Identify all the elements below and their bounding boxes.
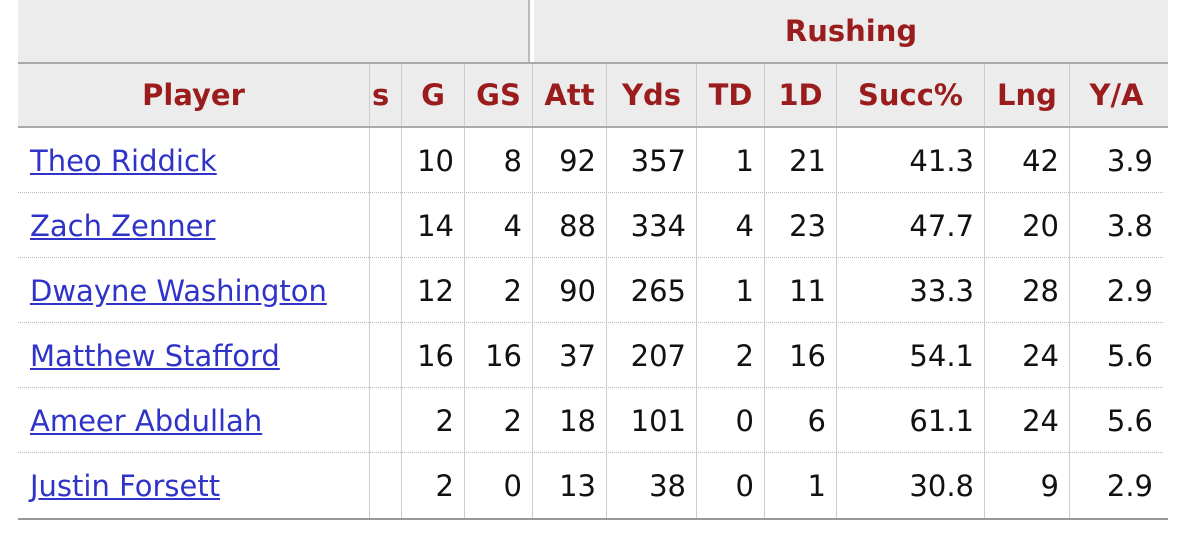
stat-cell: 24	[985, 388, 1070, 453]
column-header: 1D	[765, 64, 837, 126]
stat-cell: 2	[402, 453, 465, 518]
stat-cell: 10	[402, 128, 465, 193]
stat-cell: 3.9	[1106, 143, 1153, 178]
stat-cell: 37	[533, 323, 607, 388]
empty-cell	[370, 258, 402, 323]
stat-cell: 16	[465, 323, 533, 388]
column-header: Yds	[607, 64, 697, 126]
stat-cell: 16	[765, 323, 837, 388]
row-separator	[18, 387, 1163, 388]
stat-cell: 6	[765, 388, 837, 453]
column-header: TD	[697, 64, 765, 126]
stat-cell: 2	[465, 388, 533, 453]
stat-cell: 47.7	[837, 193, 985, 258]
player-link[interactable]: Zach Zenner	[18, 193, 370, 258]
stat-cell: 5.6	[1106, 403, 1153, 438]
empty-cell	[370, 193, 402, 258]
stat-cell: 0	[697, 388, 765, 453]
stat-cell: 334	[607, 193, 697, 258]
stat-cell: 30.8	[837, 453, 985, 518]
stat-cell: 5.6	[1106, 338, 1153, 373]
stat-cell: 13	[533, 453, 607, 518]
row-separator	[18, 257, 1163, 258]
stat-cell: 90	[533, 258, 607, 323]
player-link[interactable]: Dwayne Washington	[18, 258, 370, 323]
stat-cell: 265	[607, 258, 697, 323]
empty-cell	[370, 128, 402, 193]
stat-cell: 42	[985, 128, 1070, 193]
stat-cell: 101	[607, 388, 697, 453]
row-separator	[18, 322, 1163, 323]
stat-cell: 4	[465, 193, 533, 258]
stat-cell: 357	[607, 128, 697, 193]
stat-cell: 2.9	[1106, 273, 1153, 308]
row-separator	[18, 192, 1163, 193]
column-header: s	[370, 64, 402, 126]
stat-cell: 28	[985, 258, 1070, 323]
player-link[interactable]: Matthew Stafford	[18, 323, 370, 388]
stat-cell: 1	[765, 453, 837, 518]
player-link[interactable]: Ameer Abdullah	[18, 388, 370, 453]
stat-cell: 54.1	[837, 323, 985, 388]
group-header: Rushing	[534, 0, 1168, 62]
stat-cell: 207	[607, 323, 697, 388]
stat-cell: 12	[402, 258, 465, 323]
stat-cell: 16	[402, 323, 465, 388]
stat-cell: 2.9	[1106, 468, 1153, 503]
stat-cell: 61.1	[837, 388, 985, 453]
stat-cell: 23	[765, 193, 837, 258]
stat-cell: 41.3	[837, 128, 985, 193]
stat-cell: 3.8	[1106, 208, 1153, 243]
stat-cell: 0	[697, 453, 765, 518]
stat-cell: 2	[697, 323, 765, 388]
stat-cell: 1	[697, 258, 765, 323]
column-header: Lng	[985, 64, 1070, 126]
stat-cell: 24	[985, 323, 1070, 388]
stat-cell: 20	[985, 193, 1070, 258]
stat-cell: 0	[465, 453, 533, 518]
player-link[interactable]: Theo Riddick	[18, 128, 370, 193]
stat-cell: 21	[765, 128, 837, 193]
stat-cell: 92	[533, 128, 607, 193]
empty-cell	[370, 388, 402, 453]
stat-cell: 9	[985, 453, 1070, 518]
empty-cell	[370, 453, 402, 518]
stat-cell: 38	[607, 453, 697, 518]
stat-cell: 8	[465, 128, 533, 193]
column-header: G	[402, 64, 465, 126]
stat-cell: 4	[697, 193, 765, 258]
player-link[interactable]: Justin Forsett	[18, 453, 370, 518]
column-header: Att	[533, 64, 607, 126]
column-header: Player	[18, 64, 370, 126]
bottom-border	[18, 518, 1168, 520]
stat-cell: 2	[402, 388, 465, 453]
stat-cell: 18	[533, 388, 607, 453]
column-header: GS	[465, 64, 533, 126]
row-separator	[18, 452, 1163, 453]
empty-cell	[370, 323, 402, 388]
header-row	[18, 62, 1168, 128]
stat-cell: 2	[465, 258, 533, 323]
top-header-left	[18, 0, 530, 62]
stat-cell: 33.3	[837, 258, 985, 323]
column-header: Y/A	[1089, 78, 1144, 112]
stat-cell: 14	[402, 193, 465, 258]
stat-cell: 1	[697, 128, 765, 193]
column-header: Succ%	[837, 64, 985, 126]
stat-cell: 11	[765, 258, 837, 323]
stat-cell: 88	[533, 193, 607, 258]
